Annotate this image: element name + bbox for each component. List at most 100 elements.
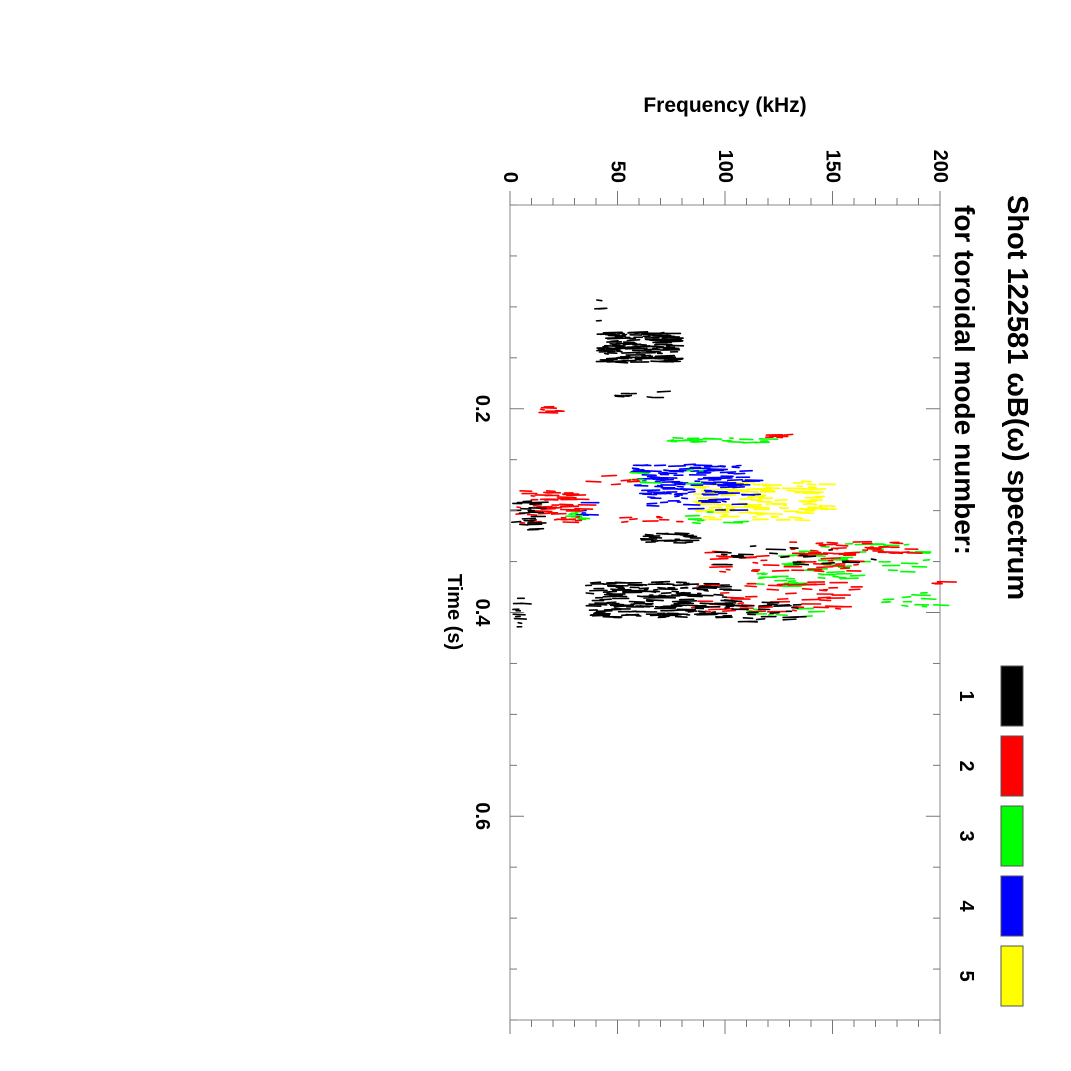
spectral-point <box>594 611 606 614</box>
spectral-point <box>765 487 781 490</box>
spectral-point <box>725 596 745 599</box>
spectral-point <box>744 585 758 588</box>
spectral-point <box>881 600 890 604</box>
spectral-point <box>697 610 706 613</box>
spectral-point <box>804 569 816 572</box>
spectral-point <box>726 478 744 482</box>
spectral-point <box>686 604 698 607</box>
spectral-point <box>807 486 818 489</box>
spectral-point <box>870 558 877 561</box>
spectral-point <box>715 477 732 480</box>
spectral-point <box>648 536 663 539</box>
spectral-point <box>667 336 678 339</box>
spectral-point <box>835 607 842 610</box>
spectral-point <box>696 519 705 522</box>
spectral-point <box>713 593 724 597</box>
chart-title-line2: for toroidal mode number: <box>949 205 980 555</box>
spectral-point <box>725 505 733 508</box>
spectral-point <box>721 609 737 612</box>
spectral-point <box>607 334 627 337</box>
freq-tick-label-1: 50 <box>607 161 629 183</box>
spectral-point <box>585 480 602 483</box>
spectral-point <box>596 299 603 302</box>
spectral-point <box>774 499 788 502</box>
spectral-point <box>818 599 832 602</box>
spectral-point <box>655 478 666 482</box>
spectral-point <box>703 589 709 592</box>
spectral-point <box>626 480 641 483</box>
spectral-point <box>830 558 849 562</box>
spectral-point <box>709 565 724 569</box>
spectral-point <box>601 474 618 477</box>
spectral-point <box>687 490 696 494</box>
legend: 1 2 3 4 5 <box>955 665 1024 1007</box>
spectral-point <box>702 515 716 519</box>
spectral-point <box>719 471 737 474</box>
spectral-point <box>660 480 681 484</box>
spectral-point <box>771 569 790 572</box>
spectral-point <box>680 586 688 589</box>
spectral-point <box>687 595 703 598</box>
spectral-point <box>610 483 622 486</box>
spectral-point <box>717 465 726 468</box>
spectral-point <box>800 480 812 483</box>
spectral-point <box>526 513 538 516</box>
spectral-point <box>798 508 816 511</box>
spectral-point <box>785 592 797 595</box>
legend-swatch-3 <box>1000 805 1024 867</box>
spectral-point <box>672 583 690 587</box>
spectral-point <box>813 569 825 573</box>
spectral-point <box>602 590 618 593</box>
spectral-point <box>544 498 558 501</box>
spectral-point <box>801 587 813 591</box>
spectral-point <box>691 521 701 525</box>
spectral-point <box>849 574 866 577</box>
spectral-point <box>589 581 602 584</box>
spectral-point <box>662 357 672 360</box>
data-layer <box>510 299 957 628</box>
spectral-point <box>757 606 774 609</box>
legend-label-2: 2 <box>955 760 977 771</box>
spectral-point <box>684 514 701 517</box>
spectral-point <box>765 502 781 505</box>
spectral-point <box>820 573 836 576</box>
spectral-point <box>808 490 824 493</box>
spectral-point <box>632 478 639 481</box>
spectral-point <box>737 602 745 605</box>
spectral-point <box>761 573 768 576</box>
spectral-point <box>585 592 595 595</box>
spectral-point <box>752 561 759 564</box>
spectral-point <box>755 618 766 621</box>
spectral-point <box>745 506 750 509</box>
spectral-point <box>793 563 810 566</box>
spectral-point <box>713 490 727 493</box>
spectral-point <box>621 520 629 523</box>
legend-swatch-2 <box>1000 735 1024 797</box>
spectral-point <box>796 607 815 610</box>
spectral-point <box>755 554 770 558</box>
spectral-point <box>629 518 638 521</box>
spectral-point <box>813 495 826 498</box>
spectral-point <box>632 343 642 346</box>
spectral-point <box>731 505 746 509</box>
spectral-point <box>606 592 613 595</box>
spectral-point <box>598 350 616 353</box>
spectral-point <box>512 613 526 616</box>
spectral-point <box>766 588 780 591</box>
spectral-point <box>839 577 860 580</box>
spectral-point <box>932 603 950 607</box>
spectral-point <box>920 597 937 601</box>
spectral-point <box>780 507 790 510</box>
spectral-point <box>826 541 839 544</box>
spectral-point <box>810 549 819 552</box>
spectral-point <box>607 347 616 350</box>
spectral-point <box>787 583 799 586</box>
spectral-point <box>629 471 650 475</box>
spectral-point <box>686 468 694 472</box>
spectral-point <box>866 547 882 551</box>
spectral-point <box>645 599 664 602</box>
spectral-point <box>517 621 523 625</box>
spectral-point <box>620 613 640 617</box>
spectral-point <box>659 331 665 334</box>
legend-label-1: 1 <box>955 690 977 701</box>
